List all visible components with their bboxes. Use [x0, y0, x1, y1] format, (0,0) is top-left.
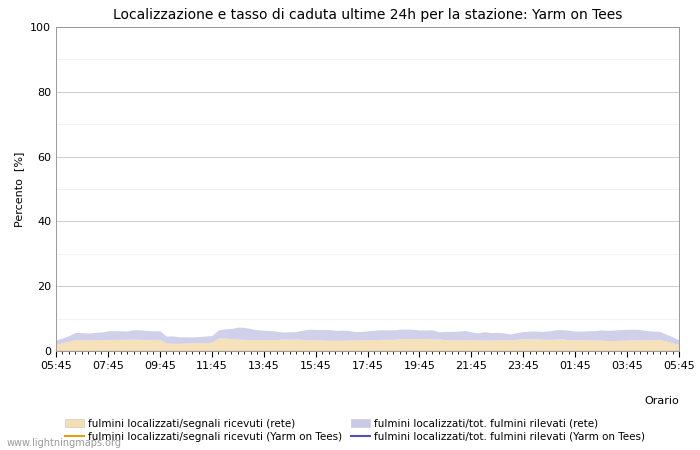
Title: Localizzazione e tasso di caduta ultime 24h per la stazione: Yarm on Tees: Localizzazione e tasso di caduta ultime … — [113, 8, 622, 22]
Y-axis label: Percento  [%]: Percento [%] — [15, 151, 24, 227]
Text: www.lightningmaps.org: www.lightningmaps.org — [7, 438, 122, 448]
Legend: fulmini localizzati/segnali ricevuti (rete), fulmini localizzati/segnali ricevut: fulmini localizzati/segnali ricevuti (re… — [61, 414, 649, 446]
Text: Orario: Orario — [644, 396, 679, 406]
